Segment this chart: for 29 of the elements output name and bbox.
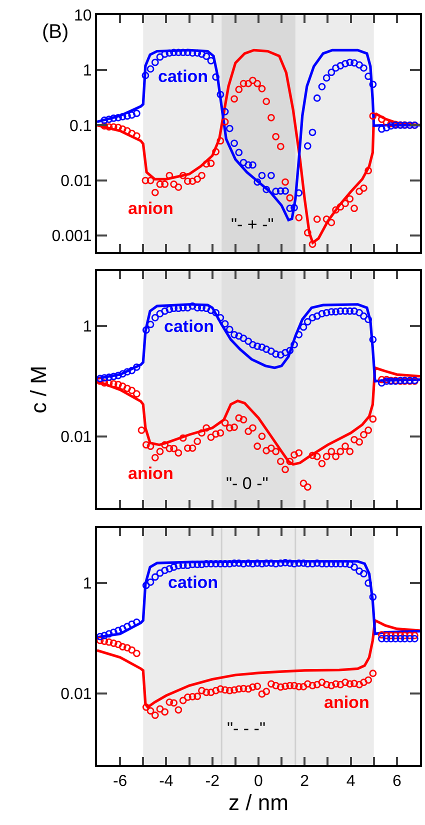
y-tick-label: 1 bbox=[82, 576, 92, 593]
text: (B) bbox=[42, 21, 69, 43]
x-tick-label: 6 bbox=[392, 773, 402, 790]
annotation: anion bbox=[128, 199, 174, 218]
y-tick-label: 1 bbox=[82, 318, 92, 336]
x-tick-label: -4 bbox=[159, 773, 174, 790]
x-tick-label: -6 bbox=[112, 773, 128, 790]
line-series bbox=[97, 366, 420, 466]
x-tick-label: -2 bbox=[205, 773, 220, 790]
annotation: "- 0 -" bbox=[226, 474, 268, 493]
y-tick-label: 0.01 bbox=[60, 172, 92, 190]
x-tick-label: 2 bbox=[300, 773, 310, 790]
annotation: cation bbox=[164, 317, 214, 336]
x-tick-label: 4 bbox=[346, 773, 356, 790]
y-tick-label: 0.1 bbox=[70, 118, 92, 135]
y-axis-title: c / M bbox=[26, 366, 51, 414]
x-axis-title: z / nm bbox=[228, 790, 288, 816]
annotation: "- - -" bbox=[227, 719, 266, 738]
y-tick-label: 0.001 bbox=[52, 228, 92, 246]
annotation: cation bbox=[168, 573, 218, 592]
x-tick-label: 0 bbox=[254, 773, 264, 790]
y-tick-label: 0.01 bbox=[60, 428, 92, 446]
annotation: anion bbox=[324, 693, 370, 712]
y-tick-label: 0.01 bbox=[60, 686, 92, 703]
annotation: anion bbox=[128, 464, 174, 483]
y-tick-label: 1 bbox=[82, 62, 92, 80]
y-tick-label: 10 bbox=[74, 8, 92, 25]
annotation: cation bbox=[158, 67, 208, 86]
annotation: "- + -" bbox=[231, 215, 274, 234]
